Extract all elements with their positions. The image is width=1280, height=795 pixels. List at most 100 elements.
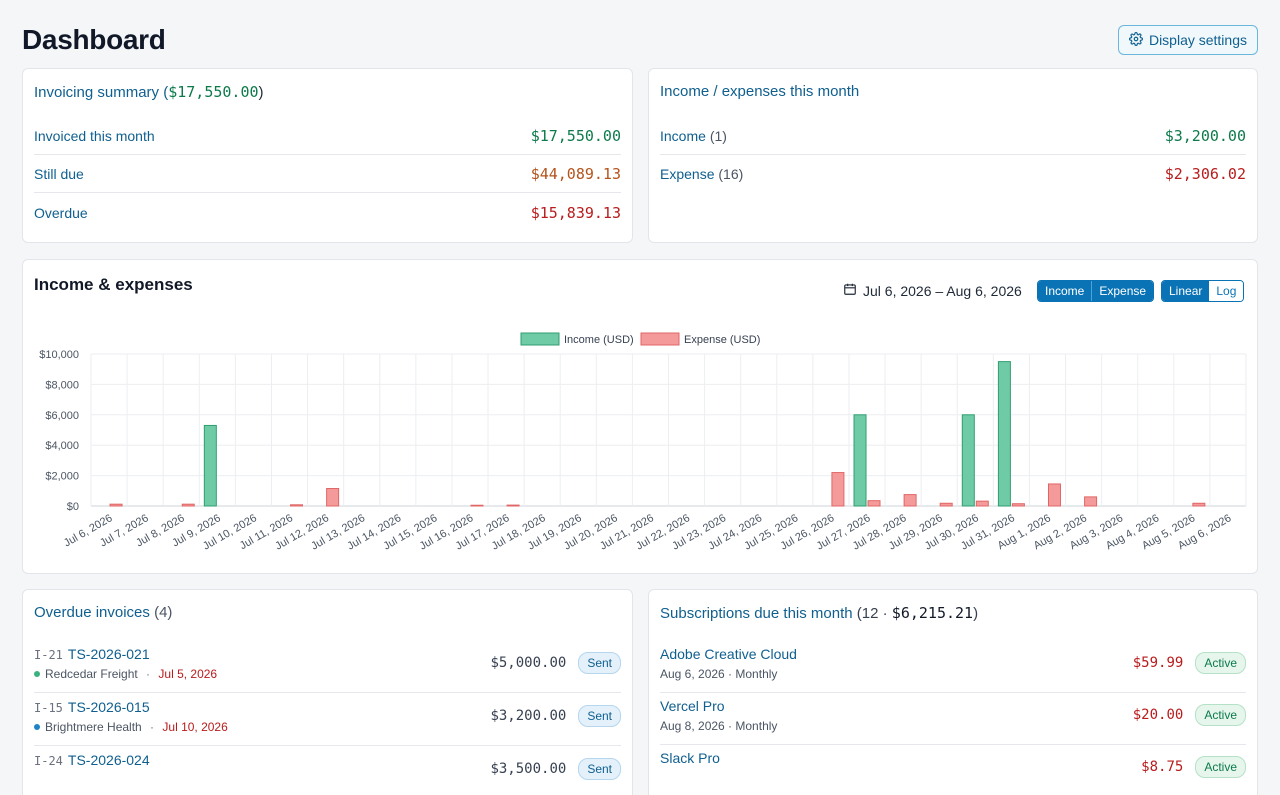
subscription-row[interactable]: Vercel Pro Aug 8, 2026 · Monthly $20.00 …	[660, 692, 1246, 745]
subscription-row[interactable]: Slack Pro $8.75 Active	[660, 744, 1246, 795]
overdue-invoices-title-text: Overdue invoices	[34, 604, 150, 621]
income-value: $3,200.00	[1164, 126, 1246, 145]
invoicing-summary-title[interactable]: Invoicing summary ($17,550.00)	[34, 83, 264, 101]
page-header: Dashboard Display settings	[22, 22, 1258, 56]
invoice-id-link[interactable]: TS-2026-024	[67, 752, 150, 768]
expense-row[interactable]: Expense (16) $2,306.02	[660, 155, 1246, 193]
display-settings-button[interactable]: Display settings	[1117, 25, 1258, 55]
invoice-number: I-24	[34, 754, 63, 768]
invoice-client: Redcedar Freight	[45, 667, 138, 681]
scale-toggle: Linear Log	[1161, 280, 1245, 302]
legend-expense-label: Expense (USD)	[684, 334, 760, 346]
client-status-dot	[34, 724, 40, 730]
invoice-id-link[interactable]: TS-2026-015	[67, 699, 150, 715]
overdue-label: Overdue	[34, 205, 88, 221]
income-row[interactable]: Income (1) $3,200.00	[660, 117, 1246, 155]
invoiced-this-month-label: Invoiced this month	[34, 127, 155, 144]
expense-bar	[1192, 502, 1206, 507]
still-due-row[interactable]: Still due $44,089.13	[34, 155, 621, 193]
overdue-value: $15,839.13	[530, 204, 621, 222]
income-count: (1)	[709, 127, 727, 144]
invoiced-this-month-value: $17,550.00	[530, 126, 621, 145]
overdue-invoice-row[interactable]: I-21 TS-2026-021 Redcedar Freight · Jul …	[34, 640, 621, 693]
subscription-status-badge: Active	[1195, 652, 1246, 674]
expense-bar	[109, 503, 123, 507]
invoicing-summary-title-suffix: )	[258, 84, 264, 101]
scale-linear[interactable]: Linear	[1162, 281, 1210, 301]
subscriptions-meta-suffix: )	[973, 605, 979, 622]
expense-bar	[867, 500, 881, 507]
still-due-label: Still due	[34, 165, 84, 182]
invoice-amount: $3,500.00	[490, 761, 567, 777]
client-status-dot	[34, 671, 40, 677]
toggle-income[interactable]: Income	[1038, 281, 1092, 301]
invoice-status-badge: Sent	[578, 705, 621, 727]
overdue-invoices-title[interactable]: Overdue invoices (4)	[34, 604, 172, 621]
invoicing-summary-title-text: Invoicing summary (	[34, 84, 169, 101]
legend-expense-swatch	[640, 332, 680, 346]
expense-bar	[903, 494, 917, 507]
invoice-status-badge: Sent	[578, 652, 621, 674]
income-expenses-month-card: Income / expenses this month Income (1) …	[648, 68, 1258, 243]
page-title: Dashboard	[22, 24, 166, 55]
invoice-status-badge: Sent	[578, 758, 621, 780]
expense-bar	[506, 504, 520, 507]
y-tick-label: $0	[67, 501, 79, 513]
expense-bar	[326, 488, 340, 507]
subscription-row[interactable]: Adobe Creative Cloud Aug 6, 2026 · Month…	[660, 640, 1246, 693]
calendar-icon	[843, 282, 857, 299]
series-toggle: Income Expense	[1037, 280, 1155, 302]
expense-bar	[1011, 503, 1025, 507]
expense-bar	[181, 503, 195, 507]
y-tick-label: $8,000	[45, 379, 79, 391]
y-tick-label: $6,000	[45, 410, 79, 422]
subscription-name[interactable]: Vercel Pro	[660, 698, 725, 714]
legend-income-label: Income (USD)	[564, 334, 634, 346]
expense-value: $2,306.02	[1164, 165, 1246, 183]
subscriptions-title-text: Subscriptions due this month	[660, 605, 853, 622]
invoice-due-date: Jul 5, 2026	[158, 667, 218, 681]
expense-count: (16)	[718, 166, 744, 182]
overdue-invoice-row[interactable]: I-15 TS-2026-015 Brightmere Health · Jul…	[34, 693, 621, 746]
invoice-amount: $5,000.00	[490, 655, 567, 671]
overdue-invoices-count: (4)	[154, 604, 173, 621]
subscription-name[interactable]: Adobe Creative Cloud	[660, 646, 797, 662]
invoice-number: I-21	[34, 648, 63, 662]
expense-bar	[470, 504, 484, 507]
expense-bar	[1047, 483, 1061, 507]
y-tick-label: $10,000	[39, 349, 79, 361]
subscription-amount: $59.99	[1132, 655, 1184, 671]
invoicing-summary-total: $17,550.00	[168, 83, 259, 101]
overdue-row[interactable]: Overdue $15,839.13	[34, 194, 621, 232]
subscriptions-title[interactable]: Subscriptions due this month (12 · $6,21…	[660, 604, 978, 622]
y-tick-label: $2,000	[45, 471, 79, 483]
income-bar	[203, 424, 217, 507]
subscription-name[interactable]: Slack Pro	[660, 750, 720, 766]
date-range-picker[interactable]: Jul 6, 2026 – Aug 6, 2026	[843, 282, 1022, 299]
subscriptions-total: $6,215.21	[891, 604, 974, 622]
overdue-invoices-card: Overdue invoices (4) I-21 TS-2026-021 Re…	[22, 589, 633, 795]
invoicing-summary-card: Invoicing summary ($17,550.00) Invoiced …	[22, 68, 633, 243]
still-due-value: $44,089.13	[530, 164, 621, 183]
toggle-expense[interactable]: Expense	[1091, 281, 1154, 301]
scale-log[interactable]: Log	[1209, 281, 1244, 301]
subscription-schedule: Aug 8, 2026 · Monthly	[660, 719, 778, 733]
gear-icon	[1129, 31, 1143, 49]
expense-bar	[1084, 496, 1098, 507]
income-label: Income	[660, 127, 706, 144]
income-expenses-month-title[interactable]: Income / expenses this month	[660, 83, 860, 100]
invoice-amount: $3,200.00	[490, 708, 567, 724]
y-tick-label: $4,000	[45, 440, 79, 452]
invoice-id-link[interactable]: TS-2026-021	[67, 646, 150, 662]
invoice-client: Brightmere Health	[45, 720, 142, 734]
subscriptions-card: Subscriptions due this month (12 · $6,21…	[648, 589, 1258, 795]
invoiced-this-month-row[interactable]: Invoiced this month $17,550.00	[34, 117, 621, 155]
subscription-amount: $8.75	[1141, 759, 1184, 775]
expense-label: Expense	[660, 166, 715, 182]
overdue-invoice-row[interactable]: I-24 TS-2026-024 $3,500.00 Sent	[34, 746, 621, 795]
separator-dot: ·	[142, 667, 154, 681]
date-range-label: Jul 6, 2026 – Aug 6, 2026	[863, 282, 1022, 299]
subscriptions-count: (12 ·	[856, 605, 892, 622]
income-bar	[997, 361, 1011, 507]
chart-title: Income & expenses	[34, 275, 193, 294]
